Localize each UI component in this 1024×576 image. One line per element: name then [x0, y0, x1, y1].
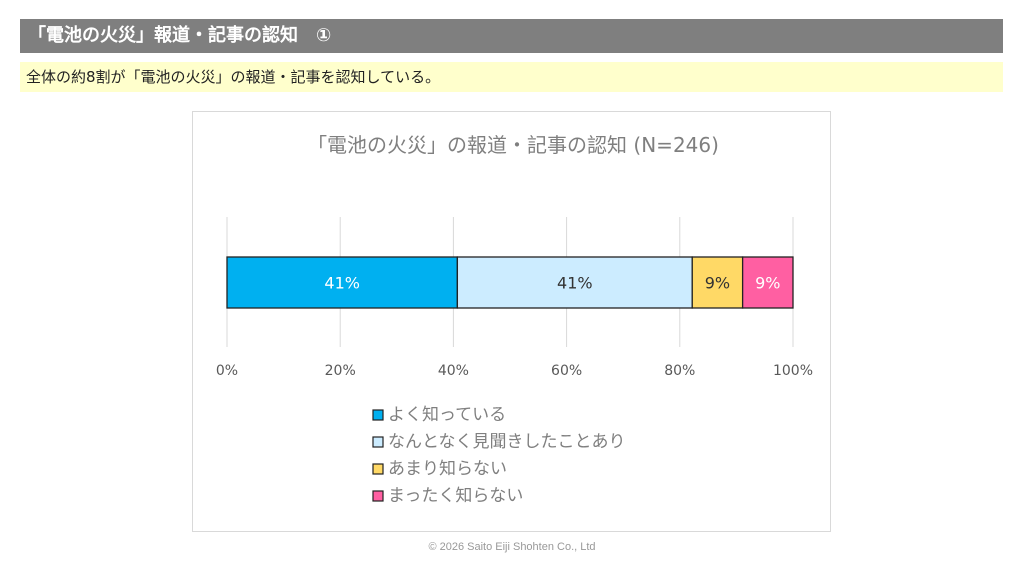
chart-title: 「電池の火災」の報道・記事の認知 (N=246) [307, 133, 719, 157]
legend-swatch [372, 490, 384, 502]
x-tick-label: 40% [438, 363, 469, 379]
data-label: 9% [705, 274, 730, 293]
legend-label: なんとなく見聞きしたことあり [388, 432, 626, 452]
legend-swatch [372, 409, 384, 421]
x-tick-label: 100% [773, 363, 813, 379]
bar-segment [741, 256, 794, 309]
data-label: 41% [557, 274, 593, 293]
page-title: 「電池の火災」報道・記事の認知 ① [20, 19, 1003, 53]
legend-label: よく知っている [388, 405, 506, 425]
chart-container: 「電池の火災」の報道・記事の認知 (N=246) 41% 41% 9% 9% 0% 20… [192, 111, 831, 532]
stacked-bar-chart: 「電池の火災」の報道・記事の認知 (N=246) 41% 41% 9% 9% 0% 20… [216, 133, 813, 506]
x-tick-label: 20% [325, 363, 356, 379]
x-tick-label: 60% [551, 363, 582, 379]
bar-segment [226, 256, 459, 309]
legend-swatch [372, 436, 384, 448]
copyright: © 2026 Saito Eiji Shohten Co., Ltd [428, 541, 596, 553]
data-label: 9% [755, 274, 780, 293]
x-tick-label: 0% [216, 363, 238, 379]
legend-label: あまり知らない [388, 459, 507, 479]
summary-text: 全体の約8割が「電池の火災」の報道・記事を認知している。 [20, 62, 1003, 92]
data-label: 41% [324, 274, 360, 293]
legend-label: まったく知らない [388, 486, 523, 506]
legend-swatch [372, 463, 384, 475]
x-tick-label: 80% [664, 363, 695, 379]
